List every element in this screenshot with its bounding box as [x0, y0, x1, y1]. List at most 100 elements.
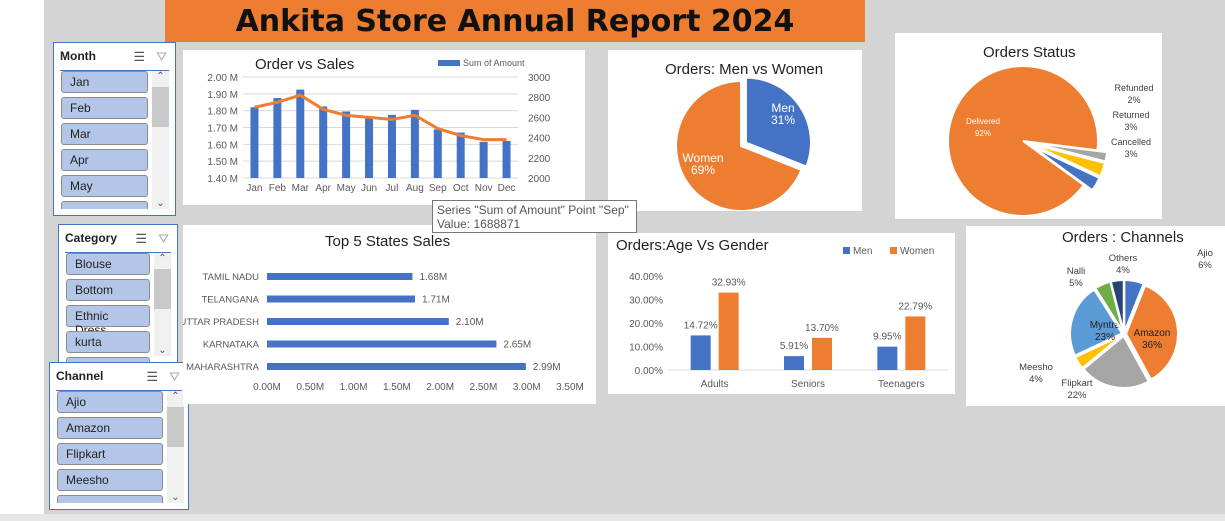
bar-men: [877, 346, 898, 370]
pie-slice-returned: [1031, 143, 1107, 178]
x-tick-label: Seniors: [791, 379, 825, 390]
data-label: 14.72%: [684, 320, 718, 331]
y2-tick-label: 2200: [528, 154, 551, 165]
slicer-item[interactable]: Ethnic Dress: [66, 305, 150, 337]
scroll-thumb[interactable]: [152, 87, 169, 127]
data-label: 2.10M: [456, 317, 484, 328]
legend-swatch: [843, 247, 850, 254]
x-tick-label: 1.50M: [383, 382, 411, 393]
slicer-item[interactable]: Flipkart: [57, 443, 163, 465]
sheet-tab-bar: [0, 514, 1225, 521]
multi-select-icon[interactable]: ☰: [146, 369, 158, 384]
x-tick-label: Jun: [361, 183, 377, 194]
slicer-item[interactable]: kurta: [66, 331, 150, 353]
data-label: 1.68M: [419, 272, 447, 283]
bar-state: [267, 295, 416, 303]
multi-select-icon[interactable]: ☰: [133, 49, 145, 64]
chart-title: Orders Status: [983, 44, 1076, 61]
scroll-up-icon[interactable]: ⌃: [171, 391, 180, 402]
slicer-item[interactable]: Bottom: [66, 279, 150, 301]
chart-title: Top 5 States Sales: [325, 233, 451, 250]
x-tick-label: Teenagers: [878, 379, 925, 390]
x-tick-label: 3.50M: [556, 382, 584, 393]
y-tick-label: 1.70 M: [207, 124, 238, 135]
slicer-scrollbar[interactable]: ⌃ ⌄: [152, 71, 169, 209]
bar-amount: [456, 132, 465, 178]
top-states-chart[interactable]: Top 5 States Sales 0.00M 0.50M 1.00M 1.50M 2…: [179, 225, 596, 404]
x-tick-label: Jan: [246, 183, 262, 194]
slice-label: Ajio: [1197, 248, 1213, 259]
x-tick-label: 2.50M: [470, 382, 498, 393]
slice-pct: 92%: [975, 129, 991, 138]
slice-pct: 2%: [1127, 95, 1140, 105]
y-tick-label: 20.00%: [629, 319, 663, 330]
order-vs-sales-chart[interactable]: Order vs Sales 1.40 M 1.50 M 1.60 M 1.70 M 1…: [183, 50, 585, 205]
slicer-title: Month: [60, 49, 96, 63]
slicer-item-partial[interactable]: [61, 201, 148, 209]
pie-slice-cancelled: [1031, 145, 1101, 192]
slicer-scrollbar[interactable]: ⌃ ⌄: [167, 391, 184, 503]
slice-pct: 3%: [1124, 149, 1137, 159]
x-tick-label: Jul: [386, 183, 399, 194]
slicer-item[interactable]: Mar: [61, 123, 148, 145]
scroll-thumb[interactable]: [167, 407, 184, 447]
scroll-down-icon[interactable]: ⌄: [158, 345, 167, 356]
channel-slicer[interactable]: Channel ☰ ⛛ Ajio Amazon Flipkart Meesho ⌃ ⌄: [49, 362, 189, 510]
slicer-item[interactable]: Meesho: [57, 469, 163, 491]
x-tick-label: Dec: [498, 183, 516, 194]
slice-label: Women: [682, 151, 723, 165]
slice-pct: 4%: [1029, 374, 1043, 385]
slicer-scrollbar[interactable]: ⌃ ⌄: [154, 253, 171, 356]
channels-chart[interactable]: Orders : Channels Ajio 6% Amazon 36% Flipkar…: [966, 226, 1225, 406]
slicer-item[interactable]: Feb: [61, 97, 148, 119]
bar-women: [718, 292, 739, 370]
slicer-item[interactable]: Apr: [61, 149, 148, 171]
scroll-up-icon[interactable]: ⌃: [156, 71, 165, 82]
category-slicer[interactable]: Category ☰ ⛛ Blouse Bottom Ethnic Dress kurt…: [58, 224, 178, 379]
multi-select-icon[interactable]: ☰: [135, 231, 147, 246]
scroll-thumb[interactable]: [154, 269, 171, 309]
clear-filter-icon[interactable]: ⛛: [158, 231, 169, 246]
slicer-item[interactable]: Blouse: [66, 253, 150, 275]
men-vs-women-chart[interactable]: Orders: Men vs Women Men 31% Women 69%: [608, 50, 862, 212]
scroll-down-icon[interactable]: ⌄: [171, 492, 180, 503]
slicer-item[interactable]: Amazon: [57, 417, 163, 439]
y-tick-label: MAHARASHTRA: [186, 362, 260, 373]
slicer-item-partial[interactable]: [57, 495, 163, 503]
bar-amount: [365, 118, 374, 178]
data-label: 5.91%: [780, 341, 808, 352]
data-label: 1.71M: [422, 295, 450, 306]
orders-status-chart[interactable]: Orders Status Delivered 92% Refunded 2% Retu…: [895, 33, 1162, 219]
data-label: 2.99M: [533, 362, 561, 373]
x-tick-label: Feb: [269, 183, 287, 194]
slicer-item[interactable]: Ajio: [57, 391, 163, 413]
pie-slice-meesho: [1073, 334, 1123, 370]
chart-title: Orders : Channels: [1062, 229, 1184, 246]
scroll-down-icon[interactable]: ⌄: [156, 198, 165, 209]
slice-pct: 23%: [1095, 332, 1115, 343]
data-label: 2.65M: [503, 340, 531, 351]
slicer-item[interactable]: May: [61, 175, 148, 197]
pie-slice-men: [744, 76, 812, 168]
age-vs-gender-chart[interactable]: Orders:Age Vs Gender 0.00% 10.00% 20.00% 30…: [608, 233, 955, 394]
report-title: Ankita Store Annual Report 2024: [165, 0, 865, 42]
chart-title: Orders:Age Vs Gender: [616, 237, 769, 254]
clear-filter-icon[interactable]: ⛛: [169, 369, 180, 384]
bar-amount: [387, 114, 396, 178]
y2-tick-label: 2400: [528, 134, 551, 145]
bar-state: [267, 318, 449, 325]
y-tick-label: TAMIL NADU: [203, 272, 260, 283]
x-tick-label: 3.00M: [513, 382, 541, 393]
month-slicer[interactable]: Month ☰ ⛛ Jan Feb Mar Apr May ⌃ ⌄: [53, 42, 176, 216]
scroll-up-icon[interactable]: ⌃: [158, 253, 167, 264]
slice-pct: 22%: [1067, 390, 1087, 401]
legend-label: Women: [900, 246, 934, 257]
legend-swatch: [438, 60, 460, 66]
clear-filter-icon[interactable]: ⛛: [156, 49, 167, 64]
x-tick-label: May: [337, 183, 356, 194]
tooltip-value: Value: 1688871: [437, 217, 521, 231]
slicer-item[interactable]: Jan: [61, 71, 148, 93]
slice-label: Myntra: [1090, 320, 1121, 331]
pie-slice-myntra: [1069, 288, 1124, 357]
y-tick-label: 1.40 M: [207, 174, 238, 185]
